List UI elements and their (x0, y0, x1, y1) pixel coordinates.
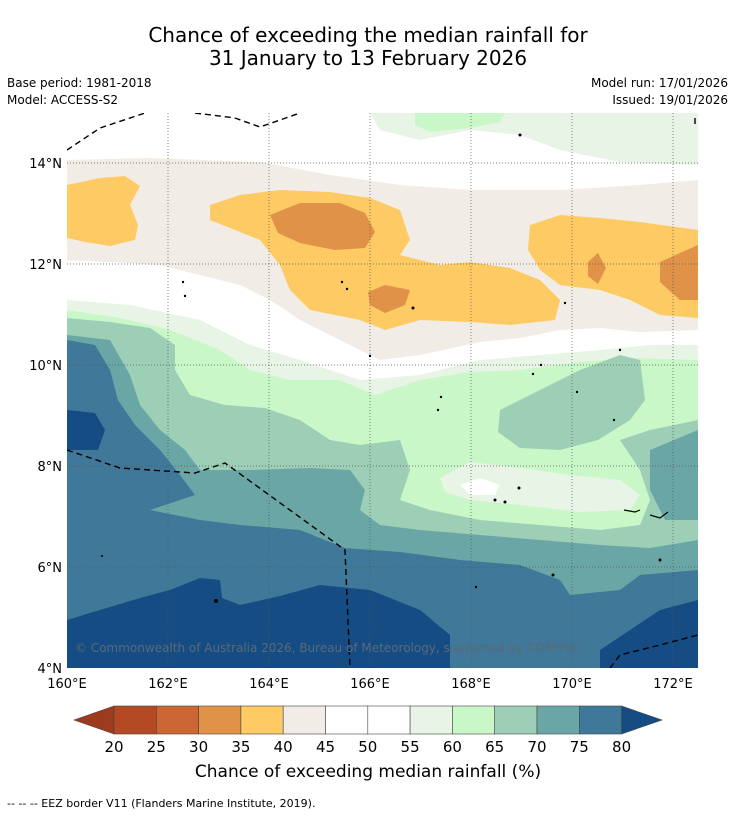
contour-60-65-top (415, 113, 505, 132)
contour-30-35-small (368, 285, 410, 313)
lat-label-14: 14°N (29, 157, 62, 172)
colorbar-tick-50: 50 (358, 738, 377, 756)
colorbar-tick-40: 40 (274, 738, 293, 756)
colorbar-tick-75: 75 (570, 738, 589, 756)
contour-30-35-east2 (660, 245, 698, 300)
colorbar-title: Chance of exceeding median rainfall (%) (194, 762, 542, 782)
colorbar-40-45 (282, 705, 326, 735)
colorbar-30-35 (198, 705, 242, 735)
lat-label-4: 4°N (38, 662, 63, 677)
colorbar-65-70 (494, 705, 538, 735)
copyright-notice: © Commonwealth of Australia 2026, Bureau… (75, 641, 581, 655)
colorbar-tick-45: 45 (316, 738, 335, 756)
contour-above-80-se (600, 600, 698, 668)
colorbar-70-75 (536, 705, 580, 735)
lon-label-164: 164°E (249, 677, 289, 692)
colorbar-60-65 (452, 705, 495, 735)
contour-45-55-patch (460, 478, 500, 495)
contour-35-40-west (67, 176, 140, 246)
contour-above-80-west (67, 410, 105, 450)
lon-label-170: 170°E (552, 677, 592, 692)
colorbar-50-55 (367, 705, 411, 735)
lat-label-6: 6°N (38, 561, 63, 576)
lon-label-168: 168°E (451, 677, 491, 692)
colorbar-20-25 (113, 705, 157, 735)
colorbar-55-60 (409, 705, 453, 735)
contour-65-70-east (498, 355, 645, 450)
colorbar-75-80 (578, 705, 622, 735)
atoll-outlines (623, 509, 669, 519)
lat-label-10: 10°N (29, 359, 62, 374)
contour-75-80 (67, 340, 698, 668)
lat-label-12: 12°N (29, 258, 62, 273)
lon-label-166: 166°E (350, 677, 390, 692)
issued-label: Issued: 19/01/2026 (612, 93, 728, 107)
colorbar-25-30 (156, 705, 199, 735)
map-title-line1: Chance of exceeding the median rainfall … (148, 23, 588, 47)
contour-70-75-east (650, 430, 698, 520)
contour-30-35-central (270, 203, 375, 250)
colorbar-tick-80: 80 (612, 738, 631, 756)
model-run-label: Model run: 17/01/2026 (590, 76, 728, 90)
lon-label-160: 160°E (47, 677, 87, 692)
colorbar-tick-60: 60 (443, 738, 462, 756)
map-title-line2: 31 January to 13 February 2026 (208, 46, 528, 70)
colorbar-tick-30: 30 (189, 738, 208, 756)
colorbar-tick-65: 65 (485, 738, 504, 756)
lat-axis: 14°N 12°N 10°N 8°N 6°N 4°N (29, 157, 62, 677)
graticule (67, 113, 698, 668)
contour-above-80-south (67, 578, 450, 668)
colorbar-35-40 (240, 705, 284, 735)
colorbar-45-50 (325, 705, 369, 735)
eez-border (67, 113, 698, 668)
base-period-label: Base period: 1981-2018 (7, 76, 152, 90)
map-contours (67, 113, 698, 668)
model-label: Model: ACCESS-S2 (7, 93, 119, 107)
lat-label-8: 8°N (38, 460, 63, 475)
lon-label-162: 162°E (148, 677, 188, 692)
colorbar-above-80 (621, 705, 663, 735)
islands (101, 133, 662, 603)
colorbar-tick-70: 70 (527, 738, 546, 756)
colorbar-tick-25: 25 (147, 738, 166, 756)
contour-30-35-east (588, 253, 606, 284)
colorbar-below-20 (73, 705, 115, 735)
contour-35-40-east (528, 215, 698, 318)
lon-axis: 160°E 162°E 164°E 166°E 168°E 170°E 172°… (47, 677, 693, 692)
contour-55-60-patch (440, 462, 640, 512)
colorbar: 20 25 30 35 40 45 50 55 60 65 70 75 80 (73, 705, 663, 756)
colorbar-tick-35: 35 (231, 738, 250, 756)
lon-label-172: 172°E (653, 677, 693, 692)
eez-footnote: -- -- -- EEZ border V11 (Flanders Marine… (7, 797, 316, 810)
colorbar-tick-55: 55 (401, 738, 420, 756)
colorbar-tick-20: 20 (104, 738, 123, 756)
